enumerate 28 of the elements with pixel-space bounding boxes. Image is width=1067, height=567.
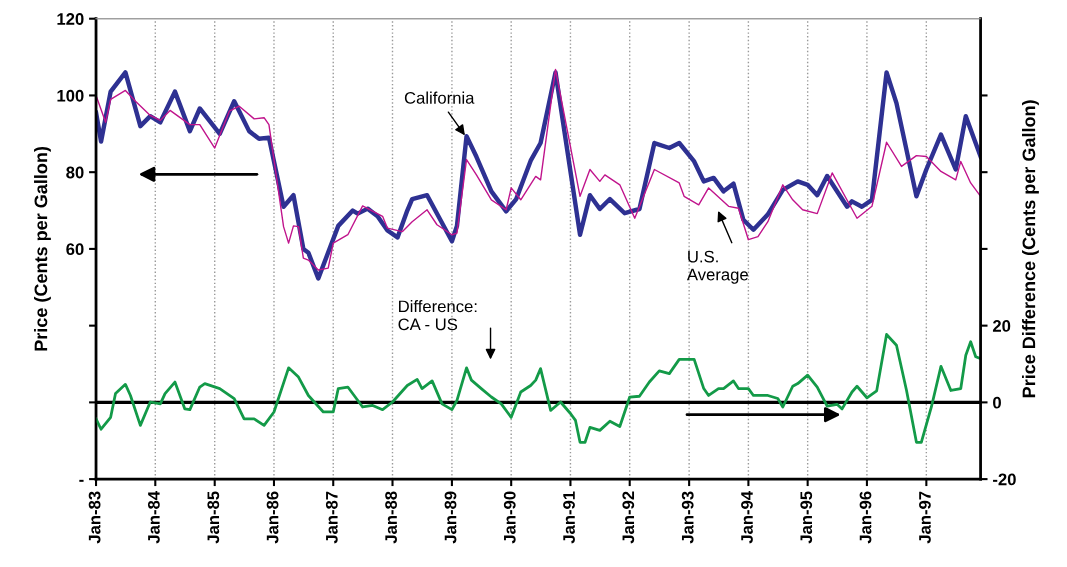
x-tick-label: Jan-86: [266, 491, 279, 544]
annotation: U.S. Average: [686, 250, 748, 284]
x-tick-label: Jan-87: [325, 491, 338, 544]
x-tick-label: Jan-91: [563, 491, 575, 544]
x-tick-label: Jan-94: [741, 491, 753, 544]
annotation: California: [404, 91, 475, 104]
x-tick-label: Jan-85: [207, 491, 220, 544]
x-tick-label: Jan-95: [800, 491, 813, 544]
y-tick-label: 60: [66, 243, 84, 256]
y2-tick-label: 0: [993, 396, 1001, 409]
y2-axis-title: Price Difference (Cents per Gallon): [1022, 100, 1039, 398]
x-tick-label: Jan-96: [859, 491, 872, 544]
y-tick-label: 80: [66, 166, 84, 179]
y-tick-label: 100: [57, 89, 84, 102]
x-tick-label: Jan-92: [622, 491, 635, 544]
y-tick-label: -: [79, 479, 84, 482]
x-tick-label: Jan-84: [147, 491, 160, 544]
y2-tick-label: 20: [992, 320, 1011, 332]
x-tick-label: Jan-97: [919, 491, 931, 544]
y2-tick-label: -20: [993, 473, 1016, 486]
x-tick-label: Jan-89: [444, 491, 457, 544]
annotation: Difference: CA - US: [398, 300, 477, 331]
y-axis-title: Price (Cents per Gallon): [34, 146, 51, 351]
x-tick-label: Jan-90: [503, 491, 516, 544]
x-tick-label: Jan-88: [385, 491, 397, 544]
x-tick-label: Jan-93: [681, 491, 694, 544]
y-tick-label: 120: [57, 13, 84, 25]
x-tick-label: Jan-83: [88, 491, 101, 544]
